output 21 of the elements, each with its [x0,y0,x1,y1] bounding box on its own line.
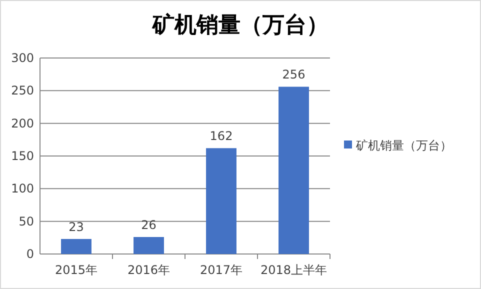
x-tick-label: 2016年 [127,263,170,277]
y-tick-label: 50 [18,214,34,228]
y-tick-label: 250 [11,84,34,98]
x-tick-label: 2015年 [54,263,98,277]
bar [61,238,92,254]
bar [206,148,236,254]
x-tick-label: 2018上半年 [260,263,328,277]
y-tick-label: 200 [11,116,34,130]
y-tick-label: 150 [11,149,34,163]
x-tick-label: 2017年 [200,263,243,277]
data-label: 26 [141,218,156,232]
data-label: 23 [68,220,84,234]
bar [134,237,164,254]
y-tick-label: 100 [11,182,34,196]
bar [278,86,309,254]
chart-title: 矿机销量（万台） [152,12,328,38]
data-label: 162 [210,129,233,144]
legend-label: 矿机销量（万台） [355,138,452,152]
y-tick-label: 0 [26,247,34,261]
data-label: 256 [282,68,306,82]
y-tick-label: 300 [11,51,34,65]
